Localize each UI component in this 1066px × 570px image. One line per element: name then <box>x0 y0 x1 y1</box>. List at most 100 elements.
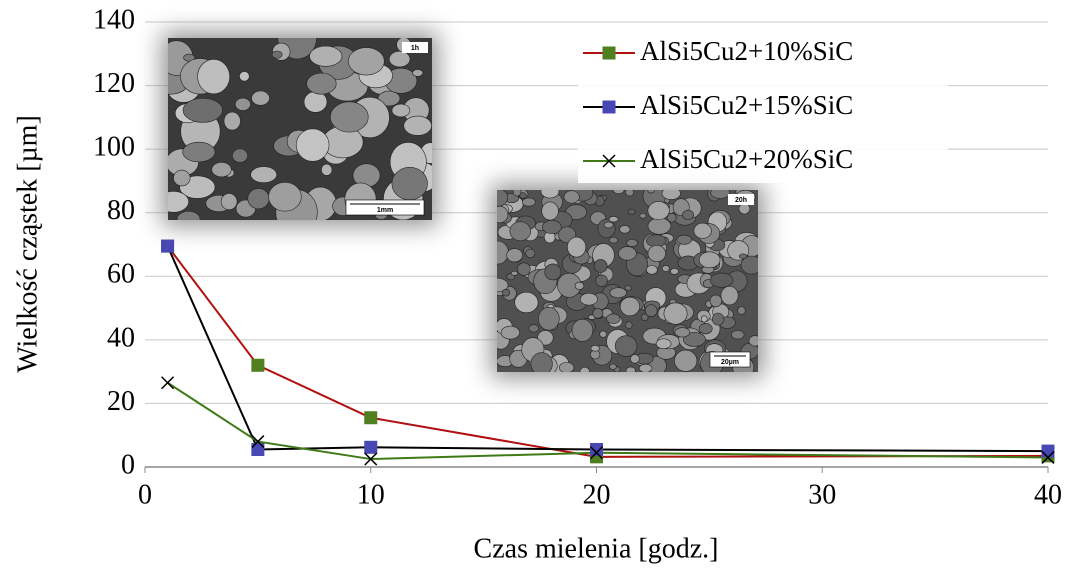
particle <box>748 335 758 347</box>
particle <box>683 332 706 347</box>
particle <box>700 315 708 323</box>
particle <box>510 270 519 276</box>
particle <box>563 190 580 204</box>
particle <box>329 101 369 133</box>
marker <box>251 435 265 449</box>
particle <box>644 304 658 317</box>
particle <box>517 262 531 276</box>
particle <box>625 366 636 372</box>
particle <box>693 222 712 239</box>
x-axis-title: Czas mielenia [godz.] <box>474 533 719 564</box>
particle <box>251 90 270 106</box>
inset-scale: 1mm <box>377 207 393 214</box>
particle <box>220 193 238 210</box>
particle <box>709 294 723 308</box>
particle <box>682 209 695 220</box>
particle <box>647 190 655 194</box>
particle <box>674 349 698 372</box>
particle <box>540 190 560 199</box>
marker <box>161 239 175 253</box>
particle <box>674 327 691 338</box>
particle <box>625 190 635 197</box>
particle <box>646 234 667 248</box>
particle <box>738 203 751 215</box>
particle <box>320 163 333 176</box>
particle <box>738 253 748 259</box>
x-tick-label: 10 <box>357 479 385 510</box>
particle <box>698 323 713 335</box>
particle <box>590 345 600 352</box>
particle <box>647 217 672 235</box>
marker <box>251 443 265 457</box>
particle <box>522 197 536 207</box>
y-tick-label: 100 <box>93 132 135 163</box>
particle <box>512 190 522 197</box>
particle <box>182 141 216 163</box>
particle <box>247 188 270 210</box>
x-tick-label: 20 <box>583 479 611 510</box>
particle <box>239 71 250 82</box>
particle <box>306 72 337 95</box>
particle <box>630 354 640 364</box>
particle <box>619 296 640 317</box>
particle <box>608 216 619 223</box>
legend-bg <box>578 139 948 183</box>
y-tick-label: 140 <box>93 4 135 35</box>
particle <box>250 166 278 183</box>
inset-image: 1h 1mm <box>168 38 432 220</box>
particle <box>391 103 411 118</box>
particle <box>603 221 614 229</box>
particle <box>271 50 283 59</box>
particle <box>391 167 428 201</box>
particle <box>176 210 201 220</box>
legend-bg <box>578 85 948 129</box>
particle <box>506 248 523 263</box>
marker <box>590 443 603 457</box>
y-tick-label: 60 <box>107 259 135 290</box>
particle <box>663 302 688 325</box>
particle <box>574 281 585 290</box>
marker <box>364 440 378 454</box>
particle <box>231 148 249 163</box>
particle <box>403 115 432 136</box>
particle <box>638 363 653 372</box>
marker <box>364 452 378 466</box>
y-axis-title: Wielkość cząstek [µm] <box>12 115 43 373</box>
particle <box>388 50 411 68</box>
particle <box>609 287 627 299</box>
legend-marker <box>602 100 616 114</box>
particle <box>593 259 608 273</box>
particle <box>666 213 677 223</box>
particle <box>599 330 607 338</box>
particle <box>571 318 594 342</box>
inset-image: 20h 20µm <box>497 190 758 372</box>
particle <box>530 352 553 372</box>
y-tick-label: 0 <box>121 449 135 480</box>
particle <box>567 236 587 258</box>
y-tick-label: 120 <box>93 68 135 99</box>
marker <box>251 358 265 372</box>
inset-scale: 20µm <box>721 359 739 366</box>
particle <box>609 363 617 370</box>
particle <box>646 265 658 275</box>
particle <box>497 205 509 224</box>
series-line <box>167 381 1049 461</box>
legend-marker <box>602 46 616 60</box>
particle <box>647 245 666 263</box>
particle <box>709 272 734 288</box>
particle <box>223 111 241 131</box>
particle <box>514 291 539 314</box>
particle <box>509 221 532 242</box>
inset-tag-bg <box>402 42 428 53</box>
particle <box>542 220 562 234</box>
particle <box>579 366 590 372</box>
particle <box>558 362 575 372</box>
marker <box>1041 450 1055 464</box>
particle <box>698 251 721 269</box>
particle <box>731 330 745 340</box>
particle <box>661 190 681 200</box>
particle <box>712 312 725 326</box>
legend-label: AlSi5Cu2+15%SiC <box>640 90 853 120</box>
particle <box>348 47 385 76</box>
particle <box>720 285 739 306</box>
